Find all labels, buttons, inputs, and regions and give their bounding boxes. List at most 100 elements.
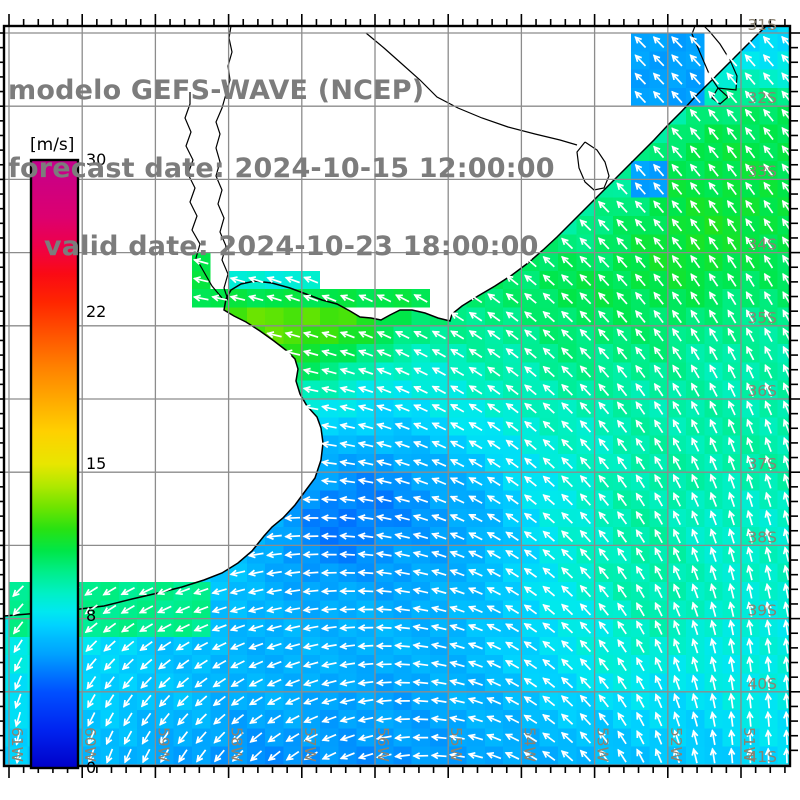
wind-arrow: [85, 658, 97, 671]
wind-arrow: [194, 677, 208, 688]
wind-arrow: [654, 510, 664, 525]
wind-arrow: [339, 514, 356, 522]
wind-arrow: [394, 385, 410, 394]
wind-arrow: [321, 294, 337, 302]
wind-arrow: [320, 569, 337, 577]
wind-arrow: [764, 692, 772, 709]
wind-arrow: [579, 694, 592, 708]
wind-arrow: [231, 714, 245, 725]
wind-arrow: [709, 711, 717, 727]
wind-arrow: [357, 716, 374, 724]
wind-arrow: [617, 693, 627, 708]
wind-arrow: [691, 473, 700, 489]
wind-arrow: [430, 605, 447, 613]
wind-arrow: [320, 495, 337, 504]
wind-arrow: [671, 72, 683, 85]
wind-arrow: [430, 642, 447, 650]
wind-arrow: [561, 640, 574, 652]
wind-arrow: [104, 694, 115, 709]
wind-arrow: [764, 710, 772, 727]
wind-arrow: [247, 606, 264, 614]
wind-arrow: [505, 641, 520, 651]
wind-arrow: [782, 345, 790, 361]
wind-arrow: [672, 473, 682, 489]
river-line: [365, 32, 578, 146]
wind-arrow: [726, 181, 737, 196]
wind-arrow: [449, 568, 465, 577]
wind-arrow: [708, 218, 719, 232]
wind-arrow: [598, 566, 609, 580]
wind-arrow: [673, 601, 681, 617]
wind-arrow: [727, 564, 736, 581]
wind-arrow: [709, 674, 717, 691]
wind-arrow: [763, 218, 774, 232]
wind-arrow: [412, 642, 429, 650]
wind-arrow: [671, 291, 682, 305]
wind-arrow: [266, 660, 282, 669]
wind-arrow: [709, 345, 718, 361]
wind-arrow: [746, 582, 754, 599]
wind-arrow: [764, 637, 772, 654]
wind-arrow: [138, 587, 154, 596]
wind-arrow: [523, 494, 537, 505]
wind-arrow: [635, 291, 646, 305]
wind-arrow: [375, 532, 392, 540]
wind-arrow: [285, 715, 300, 724]
wind-arrow: [211, 642, 227, 651]
wind-arrow: [120, 604, 135, 614]
wind-arrow: [579, 310, 592, 323]
wind-arrow: [394, 569, 410, 577]
wind-arrow: [84, 586, 99, 596]
wind-arrow: [139, 658, 153, 670]
wind-arrow: [542, 292, 555, 305]
wind-arrow: [653, 255, 664, 269]
wind-arrow: [265, 569, 282, 577]
wind-arrow: [745, 236, 755, 251]
wind-arrow: [635, 620, 645, 635]
wind-arrow: [524, 402, 537, 414]
wind-arrow: [579, 658, 592, 671]
wind-arrow: [616, 292, 628, 305]
wind-arrow: [431, 422, 447, 431]
wind-arrow: [523, 622, 538, 633]
wind-arrow: [375, 495, 392, 503]
wind-arrow: [598, 346, 610, 360]
wind-arrow: [672, 419, 682, 434]
wind-arrow: [726, 90, 738, 104]
wind-arrow: [598, 675, 609, 690]
wind-arrow: [653, 273, 664, 287]
wind-arrow: [542, 365, 555, 378]
wind-arrow: [709, 528, 717, 544]
wind-arrow: [320, 587, 337, 595]
wind-arrow: [764, 655, 772, 672]
wind-arrow: [247, 276, 264, 284]
wind-arrow: [159, 730, 170, 745]
map-frame: [0, 14, 800, 778]
wind-arrow: [728, 710, 736, 727]
wind-arrow: [579, 219, 592, 232]
wind-arrow: [120, 586, 135, 596]
wind-arrow: [357, 734, 374, 742]
wind-arrow: [413, 367, 428, 376]
wind-arrow: [266, 331, 282, 339]
wind-arrow: [321, 367, 337, 375]
wind-arrow: [689, 108, 701, 122]
wind-arrow: [763, 108, 774, 122]
wind-arrow: [357, 679, 374, 687]
wind-arrow: [376, 440, 392, 448]
wind-arrow: [617, 602, 627, 617]
wind-arrow: [504, 751, 520, 760]
wind-arrow: [486, 421, 501, 432]
wind-arrow: [728, 546, 736, 562]
wind-arrow: [121, 640, 135, 652]
wind-arrow: [413, 422, 428, 431]
wind-arrow: [339, 587, 355, 595]
wind-arrow: [709, 437, 718, 452]
wind-arrow: [357, 587, 374, 595]
wind-arrow: [744, 126, 756, 141]
wind-arrow: [320, 661, 337, 669]
wind-arrow: [321, 751, 337, 760]
wind-arrow: [449, 697, 465, 705]
wind-arrow: [320, 532, 337, 540]
wind-arrow: [265, 532, 282, 541]
